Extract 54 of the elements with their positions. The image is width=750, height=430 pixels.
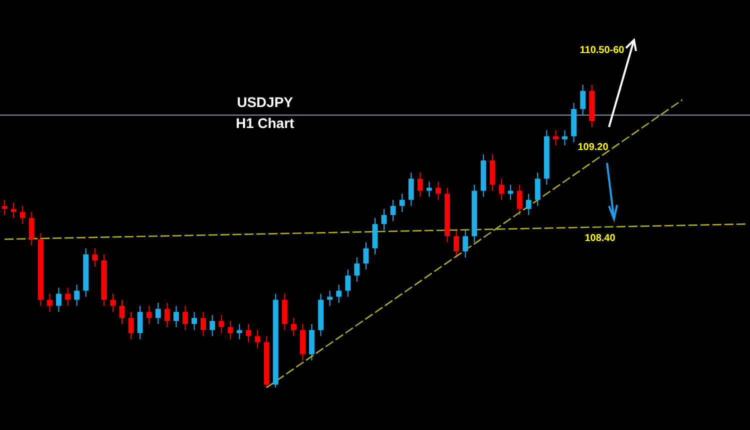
candlestick [92,248,98,267]
annotation: 108.40 [584,232,616,244]
candlestick [354,256,360,282]
candlestick [218,314,224,334]
candlestick [436,181,441,200]
candlestick [65,287,70,306]
candlestick [119,299,125,325]
candlestick [580,84,586,116]
candlestick [200,311,206,337]
candlestick [182,305,188,331]
candlestick [210,314,216,337]
candlestick [20,205,26,225]
candlestick [534,172,540,206]
candlestick [381,208,387,231]
candlestick [426,181,432,198]
candlestick [290,317,296,337]
candlestick [498,178,504,200]
text: 110.50-60 [580,44,625,56]
candlestick [155,302,161,325]
candlestick [516,184,522,216]
candlestick [390,199,396,222]
annotation: 109.20 [578,142,609,153]
candlestick [10,202,16,219]
candlestick [562,130,568,146]
candlestick [164,302,170,328]
candlestick [236,324,242,340]
candlestick [2,199,8,216]
candlestick [173,305,179,328]
candlestick [526,193,532,216]
candlestick [56,287,62,312]
candlestick [327,290,333,306]
candlestick [254,330,260,349]
candlestick [146,305,152,325]
candlestick [74,284,80,306]
text: H1 Chart [236,114,295,131]
candlestick [228,320,234,340]
candlestick [454,230,460,258]
candlestick [508,184,514,200]
candlestick [192,311,197,331]
candlestick [399,193,405,212]
candlestick [417,172,423,198]
candlestick [28,211,34,246]
candlestick [110,293,116,312]
candlestick [363,242,369,270]
candlestick [345,269,351,298]
candlestick [408,172,414,206]
candlestick [137,305,143,340]
candlestick [553,130,558,146]
candlestick [462,230,468,258]
text: USDJPY [236,94,294,110]
candlestick [246,324,252,343]
candlestick [128,311,134,340]
candlestick [336,284,342,304]
candlestick [46,293,52,312]
